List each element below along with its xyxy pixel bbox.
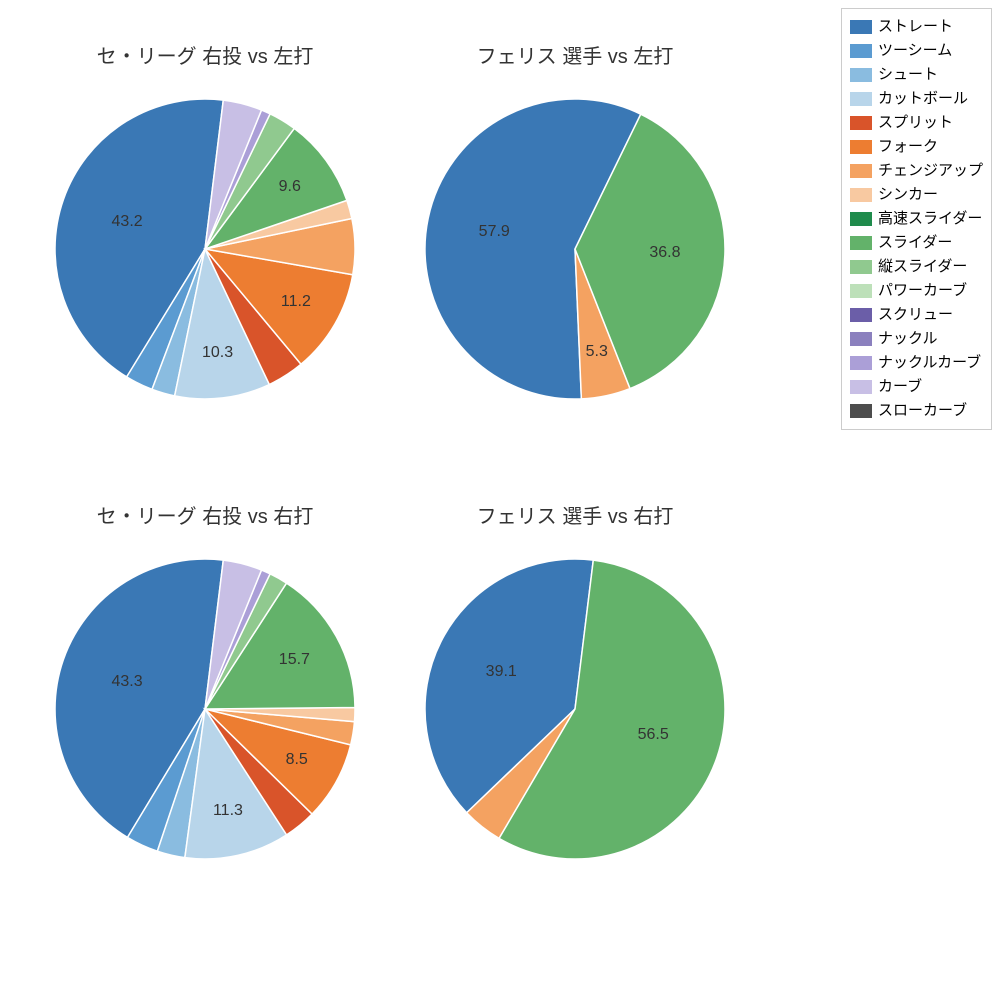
slice-label-ストレート: 43.3	[111, 673, 142, 691]
chart-bottom-left: セ・リーグ 右投 vs 右打 43.3 11.3 8.5 15.7	[20, 500, 390, 960]
legend-swatch	[850, 212, 872, 226]
slice-label-ストレート: 43.2	[112, 213, 143, 231]
pie-wrap-top-left: 43.2 10.3 11.2 9.6	[55, 99, 355, 399]
legend-item-スクリュー: スクリュー	[850, 303, 983, 327]
legend-item-縦スライダー: 縦スライダー	[850, 255, 983, 279]
legend-label: カットボール	[878, 87, 968, 111]
slice-label-スライダー: 9.6	[279, 178, 301, 196]
pie-bottom-right	[425, 559, 725, 859]
slice-label-カットボール: 11.3	[213, 802, 243, 820]
legend-item-チェンジアップ: チェンジアップ	[850, 159, 983, 183]
chart-title: セ・リーグ 右投 vs 右打	[20, 500, 390, 529]
chart-bottom-right: フェリス 選手 vs 右打 39.1 56.5	[390, 500, 760, 960]
legend-swatch	[850, 140, 872, 154]
legend-swatch	[850, 92, 872, 106]
legend-item-高速スライダー: 高速スライダー	[850, 207, 983, 231]
legend-item-カーブ: カーブ	[850, 375, 983, 399]
legend: ストレートツーシームシュートカットボールスプリットフォークチェンジアップシンカー…	[841, 8, 992, 430]
legend-swatch	[850, 236, 872, 250]
legend-swatch	[850, 260, 872, 274]
legend-swatch	[850, 332, 872, 346]
pie-wrap-bottom-left: 43.3 11.3 8.5 15.7	[55, 559, 355, 859]
legend-item-ナックルカーブ: ナックルカーブ	[850, 351, 983, 375]
pie-bottom-left	[55, 559, 355, 859]
pie-wrap-bottom-right: 39.1 56.5	[425, 559, 725, 859]
legend-swatch	[850, 188, 872, 202]
slice-label-カットボール: 10.3	[202, 344, 233, 362]
legend-label: パワーカーブ	[878, 279, 967, 303]
legend-label: 縦スライダー	[878, 255, 967, 279]
legend-swatch	[850, 404, 872, 418]
legend-label: ナックルカーブ	[878, 351, 981, 375]
legend-label: カーブ	[878, 375, 922, 399]
slice-label-フォーク: 11.2	[281, 293, 311, 311]
slice-label-チェンジアップ: 5.3	[586, 343, 608, 361]
legend-swatch	[850, 116, 872, 130]
legend-item-フォーク: フォーク	[850, 135, 983, 159]
legend-label: 高速スライダー	[878, 207, 982, 231]
legend-item-ナックル: ナックル	[850, 327, 983, 351]
legend-item-スプリット: スプリット	[850, 111, 983, 135]
legend-swatch	[850, 68, 872, 82]
slice-label-ストレート: 39.1	[486, 663, 517, 681]
legend-item-ツーシーム: ツーシーム	[850, 39, 983, 63]
chart-top-left: セ・リーグ 右投 vs 左打 43.2 10.3 11.2 9.6	[20, 40, 390, 500]
slice-label-スライダー: 15.7	[279, 651, 310, 669]
legend-swatch	[850, 20, 872, 34]
legend-label: スクリュー	[878, 303, 953, 327]
legend-label: スライダー	[878, 231, 952, 255]
legend-swatch	[850, 284, 872, 298]
slice-label-スライダー: 36.8	[649, 244, 680, 262]
legend-label: シュート	[878, 63, 938, 87]
legend-item-シュート: シュート	[850, 63, 983, 87]
legend-label: ナックル	[878, 327, 938, 351]
legend-label: スローカーブ	[878, 399, 967, 423]
chart-grid: セ・リーグ 右投 vs 左打 43.2 10.3 11.2 9.6 フェリス 選手 vs …	[20, 40, 760, 960]
slice-label-フォーク: 8.5	[286, 751, 308, 769]
slice-label-ストレート: 57.9	[479, 223, 510, 241]
legend-item-シンカー: シンカー	[850, 183, 983, 207]
chart-title: フェリス 選手 vs 左打	[390, 40, 760, 69]
chart-title: セ・リーグ 右投 vs 左打	[20, 40, 390, 69]
legend-item-スライダー: スライダー	[850, 231, 983, 255]
legend-label: フォーク	[878, 135, 938, 159]
legend-label: チェンジアップ	[878, 159, 983, 183]
legend-swatch	[850, 308, 872, 322]
slice-label-スライダー: 56.5	[638, 726, 669, 744]
pie-wrap-top-right: 57.9 5.3 36.8	[425, 99, 725, 399]
legend-label: シンカー	[878, 183, 938, 207]
legend-swatch	[850, 164, 872, 178]
legend-label: ツーシーム	[878, 39, 952, 63]
legend-swatch	[850, 44, 872, 58]
legend-swatch	[850, 380, 872, 394]
legend-swatch	[850, 356, 872, 370]
legend-item-カットボール: カットボール	[850, 87, 983, 111]
legend-label: スプリット	[878, 111, 953, 135]
chart-top-right: フェリス 選手 vs 左打 57.9 5.3 36.8	[390, 40, 760, 500]
legend-item-スローカーブ: スローカーブ	[850, 399, 983, 423]
legend-label: ストレート	[878, 15, 953, 39]
chart-title: フェリス 選手 vs 右打	[390, 500, 760, 529]
legend-item-パワーカーブ: パワーカーブ	[850, 279, 983, 303]
legend-item-ストレート: ストレート	[850, 15, 983, 39]
